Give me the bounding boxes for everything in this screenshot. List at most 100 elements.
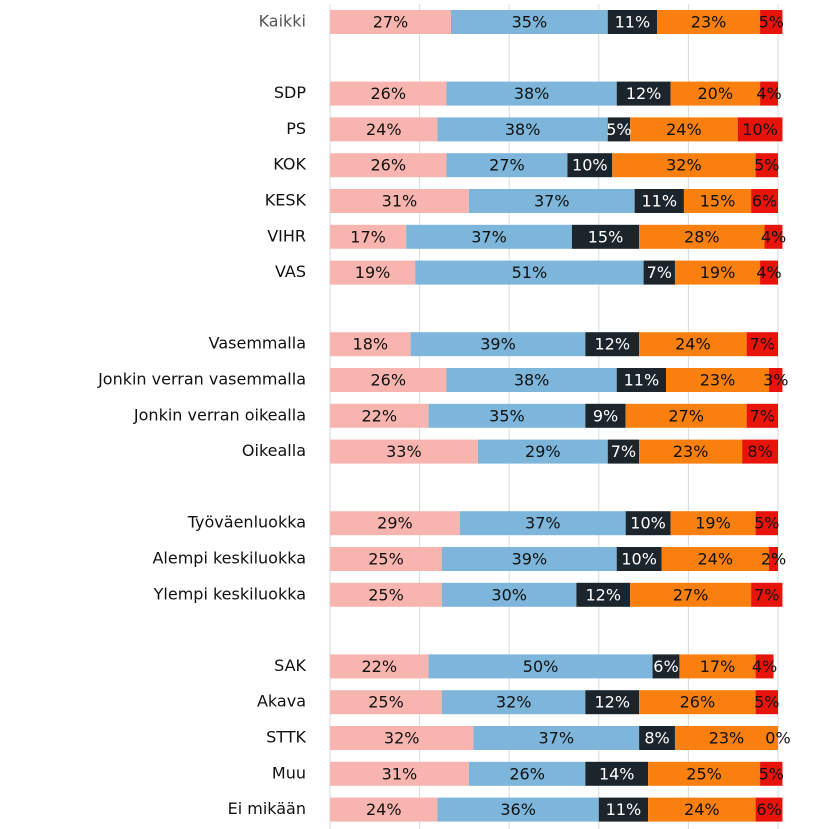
data-label: 38% (514, 371, 550, 390)
bar-segment (330, 797, 438, 822)
bar-segment (446, 368, 617, 392)
data-label: 37% (471, 227, 507, 246)
bar-segment (330, 761, 469, 786)
bar-segment (415, 260, 644, 285)
bar-segment (410, 332, 586, 357)
data-label: 23% (709, 729, 745, 748)
bar-segment (442, 582, 577, 607)
y-tick-label: STTK (266, 728, 306, 747)
bar-segment (737, 117, 783, 142)
data-label: 37% (538, 729, 574, 748)
data-label: 2% (761, 550, 786, 569)
data-label: 51% (512, 263, 548, 282)
data-label: 20% (697, 84, 733, 103)
data-label: 11% (606, 800, 642, 819)
data-label: 11% (615, 13, 651, 32)
bar-segment (760, 10, 783, 34)
data-label: 38% (505, 120, 541, 139)
bar-segment (666, 368, 770, 392)
bar-segment (639, 224, 765, 249)
data-label: 7% (750, 335, 775, 354)
bar-segment (330, 368, 447, 392)
bar-segment (625, 403, 747, 428)
bar-segment (648, 797, 756, 822)
data-label: 8% (747, 442, 772, 461)
data-label: 26% (370, 156, 406, 175)
bar-segment (630, 117, 738, 142)
data-label: 15% (700, 192, 736, 211)
bar-segment (428, 654, 653, 679)
bar-segment (742, 439, 778, 464)
data-label: 5% (759, 13, 784, 32)
y-tick-label: Työväenluokka (187, 513, 306, 532)
bar-segment (446, 153, 568, 178)
bar-segment (585, 690, 640, 715)
bar-segment (585, 332, 640, 357)
data-label: 50% (523, 657, 559, 676)
data-label: 4% (756, 263, 781, 282)
bar-segment (746, 332, 778, 357)
y-tick-label: Jonkin verran vasemmalla (97, 370, 306, 389)
bar-segment (330, 153, 447, 178)
bar-segment (428, 403, 586, 428)
y-tick-label: Vasemmalla (209, 334, 306, 353)
data-label: 6% (653, 657, 678, 676)
bar-segment (760, 81, 778, 106)
bar-segment (330, 260, 416, 285)
data-label: 19% (355, 263, 391, 282)
bar-segment (760, 761, 783, 786)
data-label: 6% (756, 800, 781, 819)
data-label: 29% (525, 442, 561, 461)
data-label: 18% (353, 335, 389, 354)
data-label: 11% (624, 371, 660, 390)
bar-segment (330, 117, 438, 142)
bar-segment (567, 153, 613, 178)
bar-segment (477, 439, 608, 464)
bar-segment (473, 726, 640, 750)
bar-segment (764, 224, 783, 249)
bar-segment (755, 153, 778, 178)
bar-segment (630, 582, 752, 607)
y-tick-label: SDP (274, 83, 306, 102)
data-label: 7% (647, 263, 672, 282)
y-tick-label: Alempi keskiluokka (152, 549, 306, 568)
data-label: 12% (594, 335, 630, 354)
bar-segment (330, 654, 429, 679)
data-label: 4% (761, 227, 786, 246)
y-tick-label: SAK (274, 656, 306, 675)
bar-segment (625, 511, 671, 536)
data-label: 9% (593, 406, 618, 425)
data-label: 19% (695, 514, 731, 533)
bar-segment (674, 726, 778, 750)
bar-segment (330, 224, 407, 249)
y-tick-label: VAS (275, 262, 306, 281)
data-label: 29% (377, 514, 413, 533)
bar-segment (670, 81, 761, 106)
data-label: 27% (373, 13, 409, 32)
data-label: 37% (534, 192, 570, 211)
data-label: 25% (686, 764, 722, 783)
data-label: 26% (370, 84, 406, 103)
bar-segment (607, 10, 658, 34)
bar-segment (406, 224, 572, 249)
bar-segment (468, 189, 635, 213)
data-label: 25% (368, 585, 404, 604)
data-label: 19% (700, 263, 736, 282)
data-label: 33% (386, 442, 422, 461)
bar-segment (643, 260, 675, 285)
bar-segment (760, 260, 778, 285)
data-label: 0% (765, 729, 790, 748)
bar-segment (330, 547, 442, 571)
data-label: 25% (368, 693, 404, 712)
data-label: 23% (691, 13, 727, 32)
data-label: 5% (754, 514, 779, 533)
data-label: 7% (750, 406, 775, 425)
bar-segment (616, 81, 671, 106)
bar-segment (639, 690, 756, 715)
y-tick-label: VIHR (267, 226, 306, 245)
bar-segment (330, 81, 447, 106)
data-label: 5% (759, 764, 784, 783)
bar-segment (330, 582, 442, 607)
bar-segment (442, 690, 586, 715)
data-label: 28% (684, 227, 720, 246)
